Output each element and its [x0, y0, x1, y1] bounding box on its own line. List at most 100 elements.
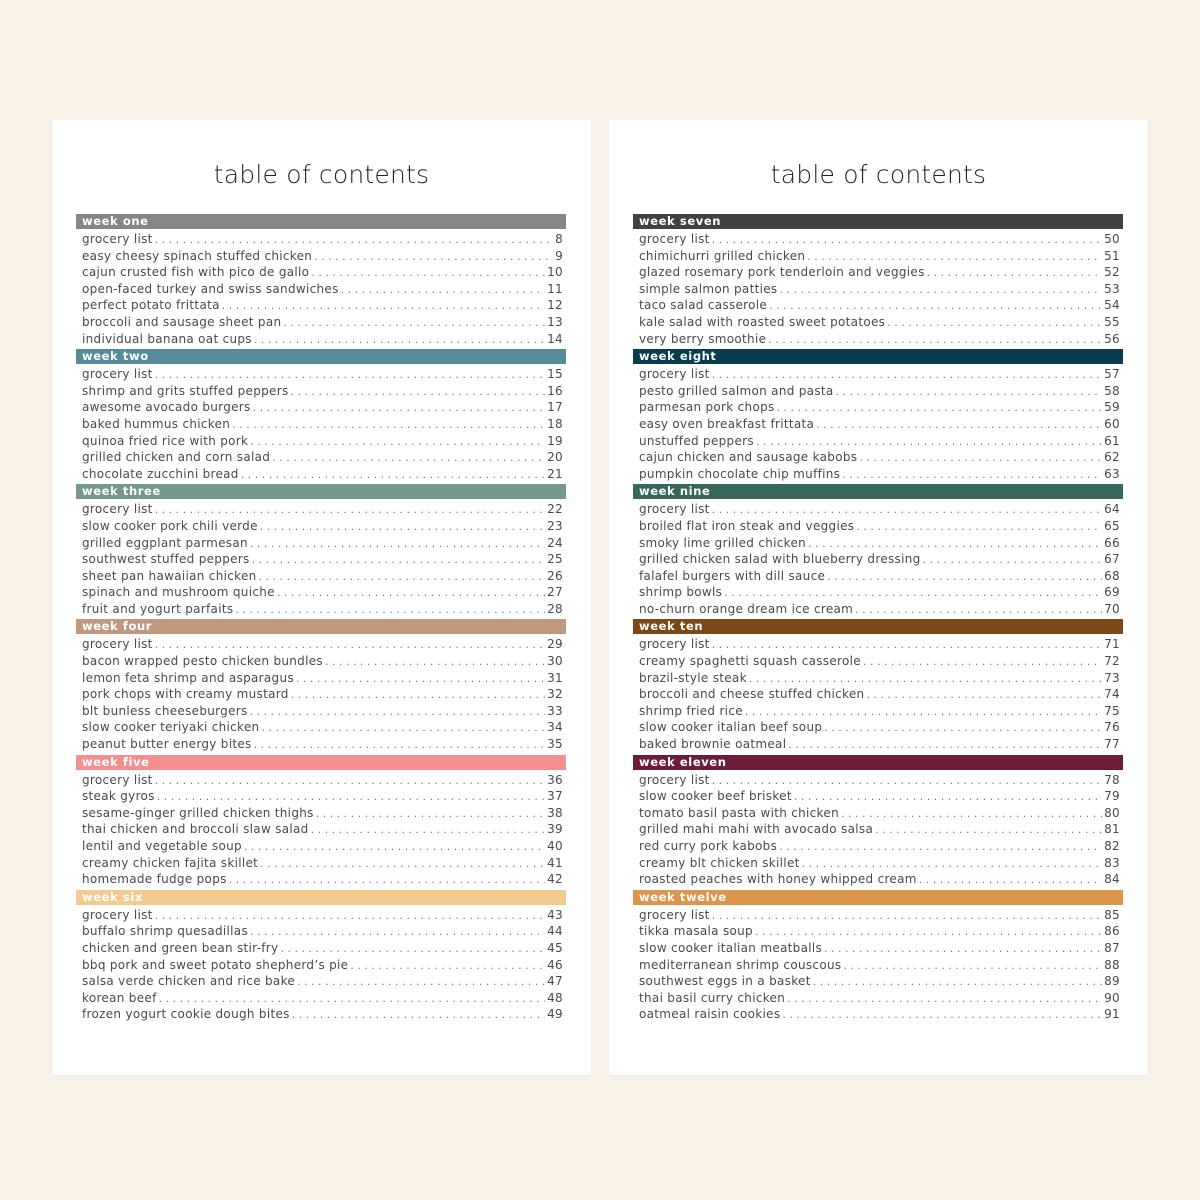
toc-entry[interactable]: quinoa fried rice with pork 19 — [76, 433, 566, 450]
toc-entry[interactable]: lemon feta shrimp and asparagus 31 — [76, 670, 566, 687]
toc-entry[interactable]: pesto grilled salmon and pasta 58 — [633, 383, 1123, 400]
toc-entry[interactable]: slow cooker beef brisket 79 — [633, 788, 1123, 805]
toc-entry[interactable]: frozen yogurt cookie dough bites 49 — [76, 1006, 566, 1023]
toc-entry[interactable]: grilled eggplant parmesan 24 — [76, 535, 566, 552]
toc-entry[interactable]: cajun chicken and sausage kabobs 62 — [633, 449, 1123, 466]
toc-entry[interactable]: baked hummus chicken 18 — [76, 416, 566, 433]
toc-entry[interactable]: grocery list 71 — [633, 636, 1123, 653]
toc-entry[interactable]: grocery list 85 — [633, 907, 1123, 924]
toc-entry[interactable]: broccoli and cheese stuffed chicken 74 — [633, 686, 1123, 703]
entry-title: perfect potato frittata — [82, 298, 220, 313]
toc-entry[interactable]: shrimp bowls 69 — [633, 584, 1123, 601]
toc-entry[interactable]: roasted peaches with honey whipped cream… — [633, 871, 1123, 888]
toc-entry[interactable]: pumpkin chocolate chip muffins 63 — [633, 466, 1123, 483]
toc-entry[interactable]: red curry pork kabobs 82 — [633, 838, 1123, 855]
toc-entry[interactable]: shrimp and grits stuffed peppers 16 — [76, 383, 566, 400]
toc-entry[interactable]: salsa verde chicken and rice bake 47 — [76, 973, 566, 990]
toc-entry[interactable]: mediterranean shrimp couscous 88 — [633, 957, 1123, 974]
toc-entry[interactable]: thai basil curry chicken 90 — [633, 990, 1123, 1007]
toc-entry[interactable]: simple salmon patties 53 — [633, 281, 1123, 298]
page-number: 17 — [547, 400, 563, 415]
toc-entry[interactable]: spinach and mushroom quiche 27 — [76, 584, 566, 601]
toc-entry[interactable]: broiled flat iron steak and veggies 65 — [633, 518, 1123, 535]
toc-entry[interactable]: easy oven breakfast frittata 60 — [633, 416, 1123, 433]
toc-entry[interactable]: taco salad casserole 54 — [633, 297, 1123, 314]
toc-entry[interactable]: southwest eggs in a basket 89 — [633, 973, 1123, 990]
toc-entry[interactable]: bacon wrapped pesto chicken bundles 30 — [76, 653, 566, 670]
toc-entry[interactable]: awesome avocado burgers 17 — [76, 399, 566, 416]
toc-entry[interactable]: smoky lime grilled chicken 66 — [633, 535, 1123, 552]
toc-entry[interactable]: grocery list 64 — [633, 501, 1123, 518]
toc-entry[interactable]: grocery list 36 — [76, 772, 566, 789]
toc-entry[interactable]: blt bunless cheeseburgers 33 — [76, 703, 566, 720]
toc-entry[interactable]: grocery list 57 — [633, 366, 1123, 383]
toc-entry[interactable]: parmesan pork chops 59 — [633, 399, 1123, 416]
toc-entry[interactable]: grocery list 15 — [76, 366, 566, 383]
toc-entry[interactable]: creamy chicken fajita skillet 41 — [76, 855, 566, 872]
toc-entry[interactable]: thai chicken and broccoli slaw salad 39 — [76, 821, 566, 838]
toc-entry[interactable]: cajun crusted fish with pico de gallo 10 — [76, 264, 566, 281]
toc-entry[interactable]: grilled chicken and corn salad 20 — [76, 449, 566, 466]
toc-entry[interactable]: open-faced turkey and swiss sandwiches 11 — [76, 281, 566, 298]
toc-entry[interactable]: creamy blt chicken skillet 83 — [633, 855, 1123, 872]
toc-entry[interactable]: oatmeal raisin cookies 91 — [633, 1006, 1123, 1023]
toc-entry[interactable]: tikka masala soup 86 — [633, 923, 1123, 940]
toc-entry[interactable]: korean beef 48 — [76, 990, 566, 1007]
page-number: 63 — [1104, 466, 1120, 481]
toc-entry[interactable]: slow cooker teriyaki chicken 34 — [76, 719, 566, 736]
toc-entry[interactable]: easy cheesy spinach stuffed chicken 9 — [76, 248, 566, 265]
toc-entry[interactable]: chicken and green bean stir-fry 45 — [76, 940, 566, 957]
toc-entry[interactable]: very berry smoothie 56 — [633, 331, 1123, 348]
toc-entry[interactable]: chocolate zucchini bread 21 — [76, 466, 566, 483]
page-number: 87 — [1104, 940, 1120, 955]
toc-entry[interactable]: grocery list 50 — [633, 231, 1123, 248]
dot-leader — [724, 585, 1102, 602]
toc-entry[interactable]: chimichurri grilled chicken 51 — [633, 248, 1123, 265]
toc-entry[interactable]: steak gyros 37 — [76, 788, 566, 805]
toc-entry[interactable]: grocery list 8 — [76, 231, 566, 248]
dot-leader — [280, 941, 545, 958]
toc-entry[interactable]: individual banana oat cups 14 — [76, 331, 566, 348]
page-number: 24 — [547, 535, 563, 550]
toc-entry[interactable]: buffalo shrimp quesadillas 44 — [76, 923, 566, 940]
toc-entry[interactable]: unstuffed peppers 61 — [633, 433, 1123, 450]
dot-leader — [827, 569, 1102, 586]
dot-leader — [777, 400, 1103, 417]
page-number: 8 — [555, 232, 563, 246]
toc-entry[interactable]: glazed rosemary pork tenderloin and vegg… — [633, 264, 1123, 281]
page-number: 82 — [1104, 839, 1120, 853]
toc-entry[interactable]: pork chops with creamy mustard 32 — [76, 686, 566, 703]
toc-entry[interactable]: grocery list 43 — [76, 907, 566, 924]
toc-entry[interactable]: grilled chicken salad with blueberry dre… — [633, 551, 1123, 568]
toc-entry[interactable]: bbq pork and sweet potato shepherd’s pie… — [76, 957, 566, 974]
toc-entry[interactable]: creamy spaghetti squash casserole 72 — [633, 653, 1123, 670]
toc-entry[interactable]: southwest stuffed peppers 25 — [76, 551, 566, 568]
toc-entry[interactable]: grocery list 29 — [76, 636, 566, 653]
toc-entry[interactable]: sheet pan hawaiian chicken 26 — [76, 568, 566, 585]
toc-entry[interactable]: fruit and yogurt parfaits 28 — [76, 601, 566, 618]
dot-leader — [314, 249, 553, 266]
toc-entry[interactable]: slow cooker italian beef soup 76 — [633, 719, 1123, 736]
toc-entry[interactable]: slow cooker pork chili verde 23 — [76, 518, 566, 535]
toc-entry[interactable]: homemade fudge pops 42 — [76, 871, 566, 888]
toc-entry[interactable]: perfect potato frittata 12 — [76, 297, 566, 314]
toc-entry[interactable]: grilled mahi mahi with avocado salsa 81 — [633, 821, 1123, 838]
entry-list: grocery list57pesto grilled salmon and p… — [633, 364, 1123, 484]
toc-entry[interactable]: lentil and vegetable soup 40 — [76, 838, 566, 855]
toc-entry[interactable]: brazil-style steak 73 — [633, 670, 1123, 687]
toc-entry[interactable]: grocery list 78 — [633, 772, 1123, 789]
toc-entry[interactable]: slow cooker italian meatballs 87 — [633, 940, 1123, 957]
toc-entry[interactable]: kale salad with roasted sweet potatoes 55 — [633, 314, 1123, 331]
toc-entry[interactable]: no-churn orange dream ice cream 70 — [633, 601, 1123, 618]
toc-entry[interactable]: shrimp fried rice 75 — [633, 703, 1123, 720]
toc-entry[interactable]: peanut butter energy bites 35 — [76, 736, 566, 753]
entry-title: parmesan pork chops — [639, 400, 775, 415]
toc-entry[interactable]: baked brownie oatmeal 77 — [633, 736, 1123, 753]
page-number: 56 — [1104, 331, 1120, 346]
toc-entry[interactable]: grocery list 22 — [76, 501, 566, 518]
toc-entry[interactable]: broccoli and sausage sheet pan 13 — [76, 314, 566, 331]
toc-entry[interactable]: tomato basil pasta with chicken 80 — [633, 805, 1123, 822]
toc-entry[interactable]: sesame-ginger grilled chicken thighs 38 — [76, 805, 566, 822]
toc-entry[interactable]: falafel burgers with dill sauce 68 — [633, 568, 1123, 585]
page-number: 76 — [1104, 720, 1120, 735]
